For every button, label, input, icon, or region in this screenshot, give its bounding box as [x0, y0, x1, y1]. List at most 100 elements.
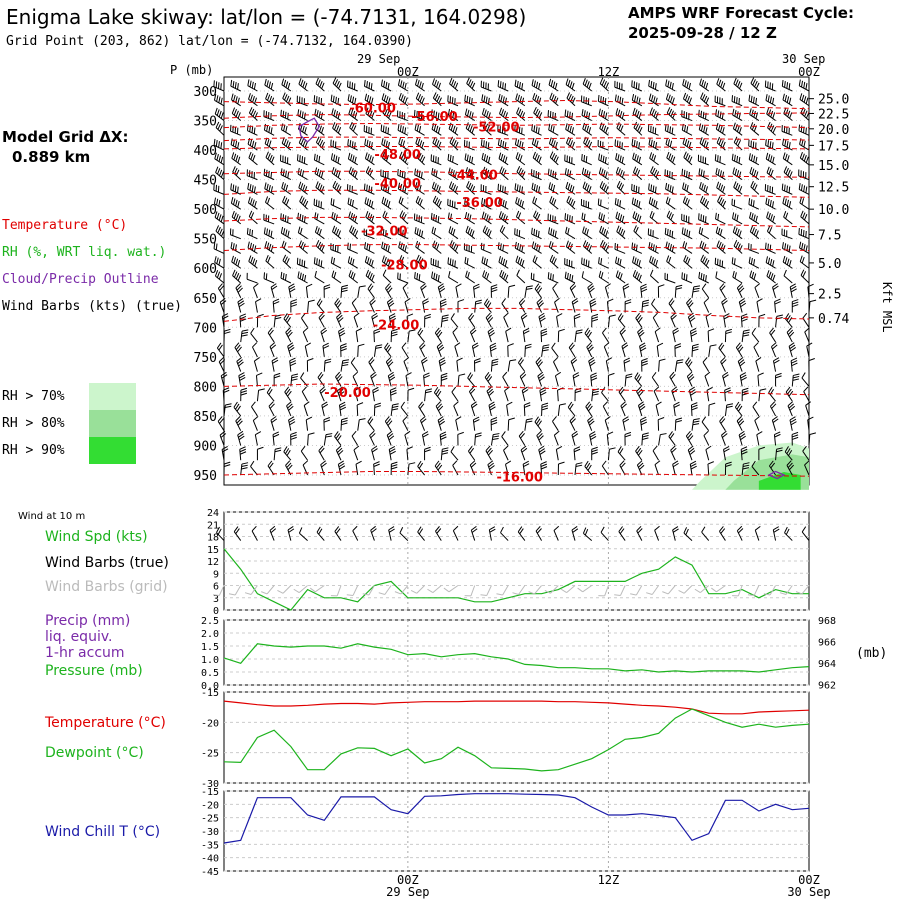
wind-barb — [782, 144, 793, 151]
kft-tick-label: 15.0 — [818, 159, 849, 174]
wind-barb-true-flag — [251, 525, 257, 532]
wind-barb-flag — [214, 152, 217, 159]
wind-barb-flag — [217, 123, 222, 130]
wind-barb — [298, 232, 308, 240]
wind-barb-flag — [321, 329, 328, 335]
precip-panel-label: Precip (mm) — [45, 613, 130, 629]
wind-barb-flag — [583, 213, 586, 221]
wind-barb-flag — [604, 416, 611, 421]
wind-barb-flag — [698, 109, 700, 117]
wind-barb-flag — [421, 359, 428, 364]
wind-barb — [732, 276, 743, 284]
wind-barb-flag — [809, 299, 817, 303]
wind-barb — [658, 434, 661, 446]
wind-barb-flag — [641, 358, 648, 362]
wind-barb-flag — [582, 226, 585, 233]
wind-barb — [449, 83, 459, 92]
wind-barb — [281, 232, 292, 240]
wind-barb-flag — [671, 230, 674, 238]
wind-barb-flag — [373, 463, 380, 467]
wind-barb — [615, 217, 626, 225]
wind-barb — [447, 263, 459, 269]
wind-barb-flag — [672, 462, 679, 468]
wind-barb-flag — [531, 241, 535, 248]
wind-barb-flag — [499, 166, 503, 173]
wind-barb — [782, 261, 793, 269]
wind-barb-flag — [772, 112, 776, 119]
wind-barb-flag — [534, 94, 538, 101]
wind-barb-flag — [675, 417, 683, 421]
wind-barb-grid-flag — [779, 592, 787, 595]
wind-barb — [297, 115, 308, 121]
wind-barb-flag — [686, 81, 689, 88]
wind-barb — [765, 158, 776, 166]
wind-barb-flag — [748, 94, 751, 102]
wind-barb-flag — [337, 97, 340, 105]
wind-barb-flag — [354, 386, 361, 391]
wind-barb-flag — [598, 270, 602, 278]
wind-barb-flag — [482, 166, 486, 174]
wind-barb-true — [352, 530, 359, 541]
wind-barb-flag — [502, 244, 505, 251]
wind-barb-flag — [667, 139, 671, 146]
wind-barb-flag — [570, 356, 577, 362]
wind-barb-flag — [584, 183, 588, 190]
wind-barb-flag — [457, 299, 465, 303]
wind-barb-flag — [719, 416, 725, 422]
wind-barb-flag — [420, 344, 426, 350]
wind-barb-flag — [638, 142, 641, 149]
wind-barb-flag — [441, 449, 449, 453]
wind-barb-flag — [719, 156, 721, 163]
top-time-tick: 00Z — [397, 65, 419, 79]
wind-barb-flag — [237, 430, 244, 436]
wind-barb-flag — [321, 82, 325, 89]
wind-barb — [414, 277, 425, 284]
wind-barb-flag — [269, 95, 273, 103]
wind-barb-flag — [236, 405, 241, 412]
wind-barb — [555, 449, 559, 461]
wind-barb-flag — [638, 215, 642, 223]
wind-barb — [501, 436, 509, 446]
wind-barb-flag — [502, 141, 505, 148]
wind-barb — [247, 143, 258, 151]
wind-barb — [718, 347, 726, 358]
wind-barb — [654, 331, 660, 343]
wind-barb — [498, 261, 509, 269]
wind-barb-flag — [737, 344, 743, 350]
wind-barb-flag — [636, 314, 642, 321]
wind-barb-flag — [766, 211, 769, 218]
wind-barb-flag — [533, 242, 537, 250]
wind-barb-flag — [573, 446, 581, 450]
wind-barb-flag — [404, 97, 408, 104]
wind-barb-flag — [398, 255, 403, 262]
wind-barb — [256, 390, 260, 402]
wind-barb-flag — [605, 127, 609, 134]
wind-barb-flag — [391, 333, 398, 337]
wind-barb — [536, 302, 543, 313]
wind-barb-flag — [268, 185, 271, 192]
wind-barb-flag — [341, 417, 348, 421]
wind-barb-flag — [765, 94, 768, 101]
wind-barb — [669, 376, 676, 387]
wind-barb-flag — [321, 462, 327, 468]
wind-barb-flag — [742, 464, 750, 468]
wind-barb-flag — [287, 171, 290, 179]
wind-barb-flag — [590, 436, 597, 441]
wind-barb-flag — [246, 227, 249, 235]
wind-barb — [650, 275, 659, 284]
top-time-tick: 12Z — [598, 65, 620, 79]
wind-barb — [464, 262, 475, 269]
wind-barb-flag — [266, 228, 269, 235]
wind-barb — [783, 275, 793, 284]
wind-barb-flag — [447, 153, 450, 161]
wind-barb-flag — [599, 122, 603, 129]
wind-barb-flag — [418, 111, 421, 119]
wind-barb — [265, 157, 275, 166]
wind-barb-flag — [740, 435, 746, 441]
wind-barb-flag — [397, 123, 400, 131]
wind-barb-flag — [704, 216, 707, 223]
wind-barb-flag — [703, 184, 706, 192]
wind-barb-flag — [421, 285, 427, 291]
wind-barb-flag — [280, 271, 283, 279]
wind-barb-flag — [467, 372, 472, 379]
